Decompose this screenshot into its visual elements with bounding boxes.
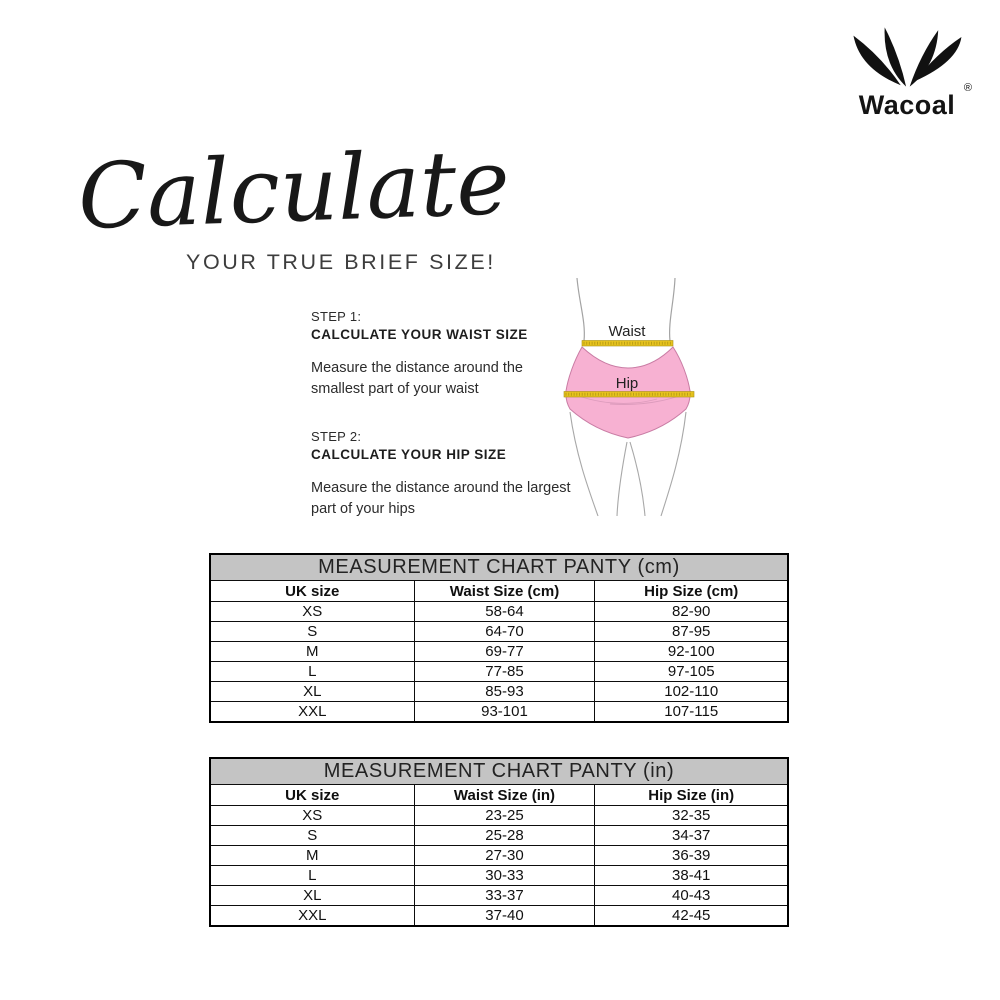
table-row: XL 85-93 102-110 <box>209 681 789 702</box>
cell-hip: 36-39 <box>594 845 789 866</box>
cell-waist: 58-64 <box>413 601 596 622</box>
torso-outline-left <box>576 277 585 342</box>
cell-hip: 97-105 <box>594 661 789 682</box>
cell-uk-size: XS <box>209 805 415 826</box>
leg-outline <box>569 411 599 517</box>
table-header-row: UK size Waist Size (cm) Hip Size (cm) <box>209 580 789 602</box>
step-description: Measure the distance around the largest … <box>311 480 571 517</box>
column-header-uk-size: UK size <box>209 580 415 602</box>
torso-outline-right <box>669 277 676 342</box>
column-header-hip: Hip Size (cm) <box>594 580 789 602</box>
table-row: XXL 93-101 107-115 <box>209 701 789 723</box>
cell-hip: 102-110 <box>594 681 789 702</box>
table-row: S 25-28 34-37 <box>209 825 789 846</box>
headline-script: Calculate <box>76 130 512 250</box>
table-row: S 64-70 87-95 <box>209 621 789 642</box>
headline-subtitle: YOUR TRUE BRIEF SIZE! <box>186 250 496 274</box>
table-row: XS 58-64 82-90 <box>209 601 789 622</box>
table-row: XL 33-37 40-43 <box>209 885 789 906</box>
cell-hip: 107-115 <box>594 701 789 723</box>
table-row: XXL 37-40 42-45 <box>209 905 789 927</box>
cell-hip: 87-95 <box>594 621 789 642</box>
cell-hip: 32-35 <box>594 805 789 826</box>
cell-uk-size: M <box>209 641 415 662</box>
step-label: STEP 2: <box>311 429 362 445</box>
table-title: MEASUREMENT CHART PANTY (cm) <box>209 553 789 581</box>
cell-uk-size: S <box>209 621 415 642</box>
cell-waist: 27-30 <box>413 845 596 866</box>
brand-wordmark: Wacoal <box>858 90 956 120</box>
cell-uk-size: S <box>209 825 415 846</box>
leg-outline <box>616 441 628 517</box>
measuring-steps: STEP 1: CALCULATE YOUR WAIST SIZE Measur… <box>311 309 573 549</box>
body-measurement-illustration: Waist Hip <box>563 277 695 517</box>
step-label: STEP 1: <box>311 309 362 324</box>
cell-waist: 69-77 <box>413 641 596 662</box>
cell-waist: 37-40 <box>413 905 596 927</box>
brand-logo: ® Wacoal <box>836 26 978 121</box>
column-header-uk-size: UK size <box>209 784 415 806</box>
step-2: STEP 2: CALCULATE YOUR HIP SIZE Measure … <box>311 429 573 519</box>
measurement-table-in: MEASUREMENT CHART PANTY (in) UK size Wai… <box>209 757 789 927</box>
cell-uk-size: XXL <box>209 905 415 927</box>
hip-label: Hip <box>616 375 639 392</box>
column-header-waist: Waist Size (in) <box>413 784 596 806</box>
cell-waist: 33-37 <box>413 885 596 906</box>
cell-uk-size: XS <box>209 601 415 622</box>
waist-measuring-tape-icon <box>581 340 674 347</box>
step-description: Measure the distance around the smallest… <box>311 360 523 397</box>
cell-uk-size: XL <box>209 681 415 702</box>
table-row: L 30-33 38-41 <box>209 865 789 886</box>
measurement-table-cm: MEASUREMENT CHART PANTY (cm) UK size Wai… <box>209 553 789 723</box>
cell-hip: 34-37 <box>594 825 789 846</box>
cell-waist: 64-70 <box>413 621 596 642</box>
wacoal-wings-icon <box>853 27 962 87</box>
registered-trademark: ® <box>963 82 972 94</box>
cell-waist: 23-25 <box>413 805 596 826</box>
cell-uk-size: XXL <box>209 701 415 723</box>
step-1: STEP 1: CALCULATE YOUR WAIST SIZE Measur… <box>311 309 573 399</box>
cell-waist: 30-33 <box>413 865 596 886</box>
cell-uk-size: L <box>209 661 415 682</box>
cell-hip: 92-100 <box>594 641 789 662</box>
cell-waist: 93-101 <box>413 701 596 723</box>
leg-outline <box>629 441 646 517</box>
column-header-waist: Waist Size (cm) <box>413 580 596 602</box>
cell-hip: 42-45 <box>594 905 789 927</box>
cell-waist: 85-93 <box>413 681 596 702</box>
cell-uk-size: L <box>209 865 415 886</box>
waist-label: Waist <box>609 323 647 340</box>
leg-outline <box>660 411 687 517</box>
table-header-row: UK size Waist Size (in) Hip Size (in) <box>209 784 789 806</box>
cell-waist: 25-28 <box>413 825 596 846</box>
hip-measuring-tape-icon <box>563 391 695 398</box>
cell-hip: 38-41 <box>594 865 789 886</box>
cell-waist: 77-85 <box>413 661 596 682</box>
table-row: M 69-77 92-100 <box>209 641 789 662</box>
table-row: XS 23-25 32-35 <box>209 805 789 826</box>
cell-hip: 40-43 <box>594 885 789 906</box>
table-row: L 77-85 97-105 <box>209 661 789 682</box>
cell-hip: 82-90 <box>594 601 789 622</box>
table-title: MEASUREMENT CHART PANTY (in) <box>209 757 789 785</box>
table-row: M 27-30 36-39 <box>209 845 789 866</box>
column-header-hip: Hip Size (in) <box>594 784 789 806</box>
step-title: CALCULATE YOUR HIP SIZE <box>311 447 507 463</box>
step-title: CALCULATE YOUR WAIST SIZE <box>311 327 528 342</box>
cell-uk-size: M <box>209 845 415 866</box>
cell-uk-size: XL <box>209 885 415 906</box>
